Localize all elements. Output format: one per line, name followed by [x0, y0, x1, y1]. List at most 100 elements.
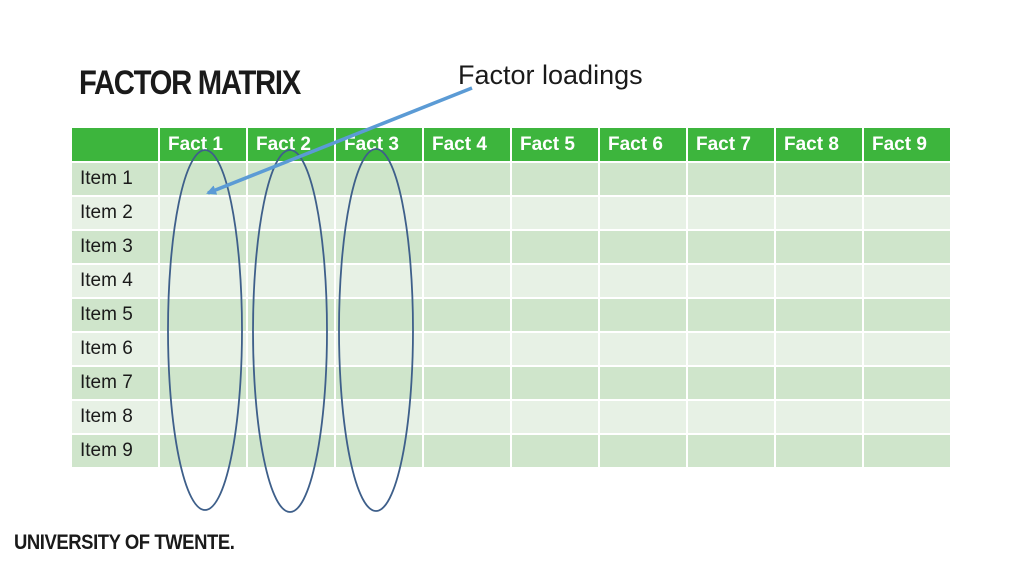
table-cell: [774, 161, 864, 197]
table-cell: [422, 365, 512, 401]
row-label: Item 1: [70, 161, 160, 197]
table-cell: [862, 229, 952, 265]
table-cell: [774, 365, 864, 401]
table-cell: [158, 365, 248, 401]
row-label: Item 5: [70, 297, 160, 333]
table-cell: [774, 229, 864, 265]
table-cell: [686, 297, 776, 333]
table-cell: [774, 263, 864, 299]
table-cell: [510, 433, 600, 469]
table-cell: [598, 195, 688, 231]
column-header: Fact 2: [246, 126, 336, 163]
table-cell: [334, 263, 424, 299]
column-header: Fact 7: [686, 126, 776, 163]
table-cell: [862, 365, 952, 401]
table-cell: [422, 161, 512, 197]
table-cell: [334, 365, 424, 401]
row-label: Item 4: [70, 263, 160, 299]
table-cell: [774, 331, 864, 367]
table-row: Item 1: [70, 161, 952, 197]
table-cell: [686, 195, 776, 231]
table-cell: [510, 229, 600, 265]
table-cell: [686, 331, 776, 367]
column-header: Fact 8: [774, 126, 864, 163]
table-cell: [334, 297, 424, 333]
table-cell: [158, 433, 248, 469]
table-cell: [422, 331, 512, 367]
table-cell: [774, 399, 864, 435]
table-cell: [422, 195, 512, 231]
table-corner-cell: [70, 126, 160, 163]
row-label: Item 3: [70, 229, 160, 265]
table-cell: [422, 433, 512, 469]
table-cell: [598, 297, 688, 333]
table-cell: [774, 195, 864, 231]
table-cell: [686, 365, 776, 401]
table-cell: [862, 195, 952, 231]
table-cell: [686, 433, 776, 469]
table-cell: [510, 365, 600, 401]
table-cell: [158, 161, 248, 197]
table-cell: [510, 399, 600, 435]
table-cell: [686, 263, 776, 299]
table-cell: [510, 297, 600, 333]
table-row: Item 8: [70, 399, 952, 435]
table-cell: [862, 297, 952, 333]
table-cell: [862, 433, 952, 469]
factor-matrix-table: Fact 1 Fact 2 Fact 3 Fact 4 Fact 5 Fact …: [70, 126, 952, 469]
table-cell: [158, 331, 248, 367]
table-row: Item 4: [70, 263, 952, 299]
table-cell: [334, 433, 424, 469]
table-cell: [686, 161, 776, 197]
table-cell: [422, 399, 512, 435]
column-header: Fact 3: [334, 126, 424, 163]
table-cell: [246, 297, 336, 333]
row-label: Item 9: [70, 433, 160, 469]
table-cell: [774, 297, 864, 333]
column-header: Fact 9: [862, 126, 952, 163]
row-label: Item 7: [70, 365, 160, 401]
table-cell: [598, 229, 688, 265]
table-cell: [862, 399, 952, 435]
table-cell: [862, 161, 952, 197]
table-cell: [246, 263, 336, 299]
table-cell: [774, 433, 864, 469]
table-cell: [598, 399, 688, 435]
column-header: Fact 5: [510, 126, 600, 163]
table-cell: [334, 161, 424, 197]
row-label: Item 6: [70, 331, 160, 367]
table-cell: [510, 263, 600, 299]
table-cell: [598, 331, 688, 367]
table-cell: [334, 229, 424, 265]
column-header: Fact 6: [598, 126, 688, 163]
table-cell: [422, 229, 512, 265]
table-cell: [246, 195, 336, 231]
column-header: Fact 1: [158, 126, 248, 163]
table-cell: [334, 331, 424, 367]
table-cell: [510, 195, 600, 231]
university-logo: UNIVERSITY OF TWENTE.: [14, 531, 235, 554]
table-cell: [158, 263, 248, 299]
table-cell: [334, 195, 424, 231]
table-cell: [686, 399, 776, 435]
table-cell: [246, 433, 336, 469]
row-label: Item 2: [70, 195, 160, 231]
table-row: Item 2: [70, 195, 952, 231]
column-header: Fact 4: [422, 126, 512, 163]
table-row: Item 5: [70, 297, 952, 333]
table-row: Item 3: [70, 229, 952, 265]
table-cell: [158, 195, 248, 231]
table-row: Item 7: [70, 365, 952, 401]
table-row: Item 9: [70, 433, 952, 469]
table-cell: [334, 399, 424, 435]
table-cell: [158, 297, 248, 333]
table-cell: [510, 331, 600, 367]
table-cell: [422, 263, 512, 299]
table-header-row: Fact 1 Fact 2 Fact 3 Fact 4 Fact 5 Fact …: [70, 126, 952, 163]
table-cell: [246, 229, 336, 265]
table-row: Item 6: [70, 331, 952, 367]
table-cell: [598, 263, 688, 299]
table-cell: [246, 399, 336, 435]
row-label: Item 8: [70, 399, 160, 435]
table-cell: [246, 161, 336, 197]
